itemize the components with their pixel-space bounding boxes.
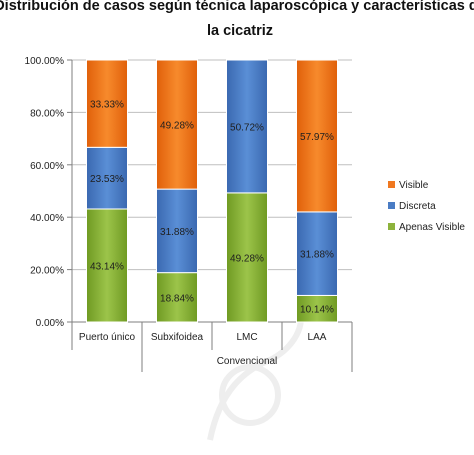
data-label: 57.97% xyxy=(300,132,334,143)
bars xyxy=(86,59,338,323)
data-label: 23.53% xyxy=(90,174,124,185)
x-category-label: LAA xyxy=(308,332,327,343)
x-category-label: Subxifoidea xyxy=(151,332,204,343)
x-category-label: Puerto único xyxy=(79,332,136,343)
y-tick-label: 0.00% xyxy=(36,318,64,329)
bar-discreta-0 xyxy=(86,146,128,210)
bar-discreta-3 xyxy=(296,211,338,296)
bar-visible-0 xyxy=(86,59,128,148)
x-category-labels: Puerto único Subxifoidea LMC LAA Convenciona… xyxy=(79,332,327,367)
data-label: 33.33% xyxy=(90,100,124,111)
legend-swatch-apenas-visible xyxy=(388,223,395,230)
chart-title: Distribución de casos según técnica lapa… xyxy=(0,0,474,44)
legend: Visible Discreta Apenas Visible xyxy=(388,180,465,233)
chart-title-line-1: Distribución de casos según técnica lapa… xyxy=(0,0,474,14)
bar-visible-1 xyxy=(156,59,198,190)
data-label: 43.14% xyxy=(90,261,124,272)
legend-swatch-discreta xyxy=(388,202,395,209)
x-group-label: Convencional xyxy=(217,356,278,367)
legend-label: Discreta xyxy=(399,201,436,212)
chart-title-line-2: la cicatriz xyxy=(206,23,274,39)
legend-label: Visible xyxy=(399,180,429,191)
y-tick-label: 60.00% xyxy=(30,161,64,172)
data-label: 10.14% xyxy=(300,305,334,316)
data-labels: 43.14% 23.53% 33.33% 18.84% 31.88% 49.28% 49.2… xyxy=(90,100,334,316)
legend-label: Apenas Visible xyxy=(399,222,465,233)
y-tick-label: 20.00% xyxy=(30,266,64,277)
legend-swatch-visible xyxy=(388,181,395,188)
data-label: 49.28% xyxy=(230,253,264,264)
data-label: 50.72% xyxy=(230,122,264,133)
bar-discreta-2 xyxy=(226,59,268,194)
x-category-label: LMC xyxy=(236,332,257,343)
bar-apenas-visible-1 xyxy=(156,272,198,323)
data-label: 18.84% xyxy=(160,293,194,304)
y-tick-label: 100.00% xyxy=(25,56,65,67)
y-tick-label: 80.00% xyxy=(30,108,64,119)
bar-visible-3 xyxy=(296,59,338,213)
bar-apenas-visible-2 xyxy=(226,192,268,323)
data-label: 49.28% xyxy=(160,121,194,132)
data-label: 31.88% xyxy=(160,227,194,238)
bar-apenas-visible-0 xyxy=(86,208,128,323)
y-tick-label: 40.00% xyxy=(30,213,64,224)
data-label: 31.88% xyxy=(300,250,334,261)
y-tick-labels: 0.00% 20.00% 40.00% 60.00% 80.00% 100.00% xyxy=(25,56,65,329)
